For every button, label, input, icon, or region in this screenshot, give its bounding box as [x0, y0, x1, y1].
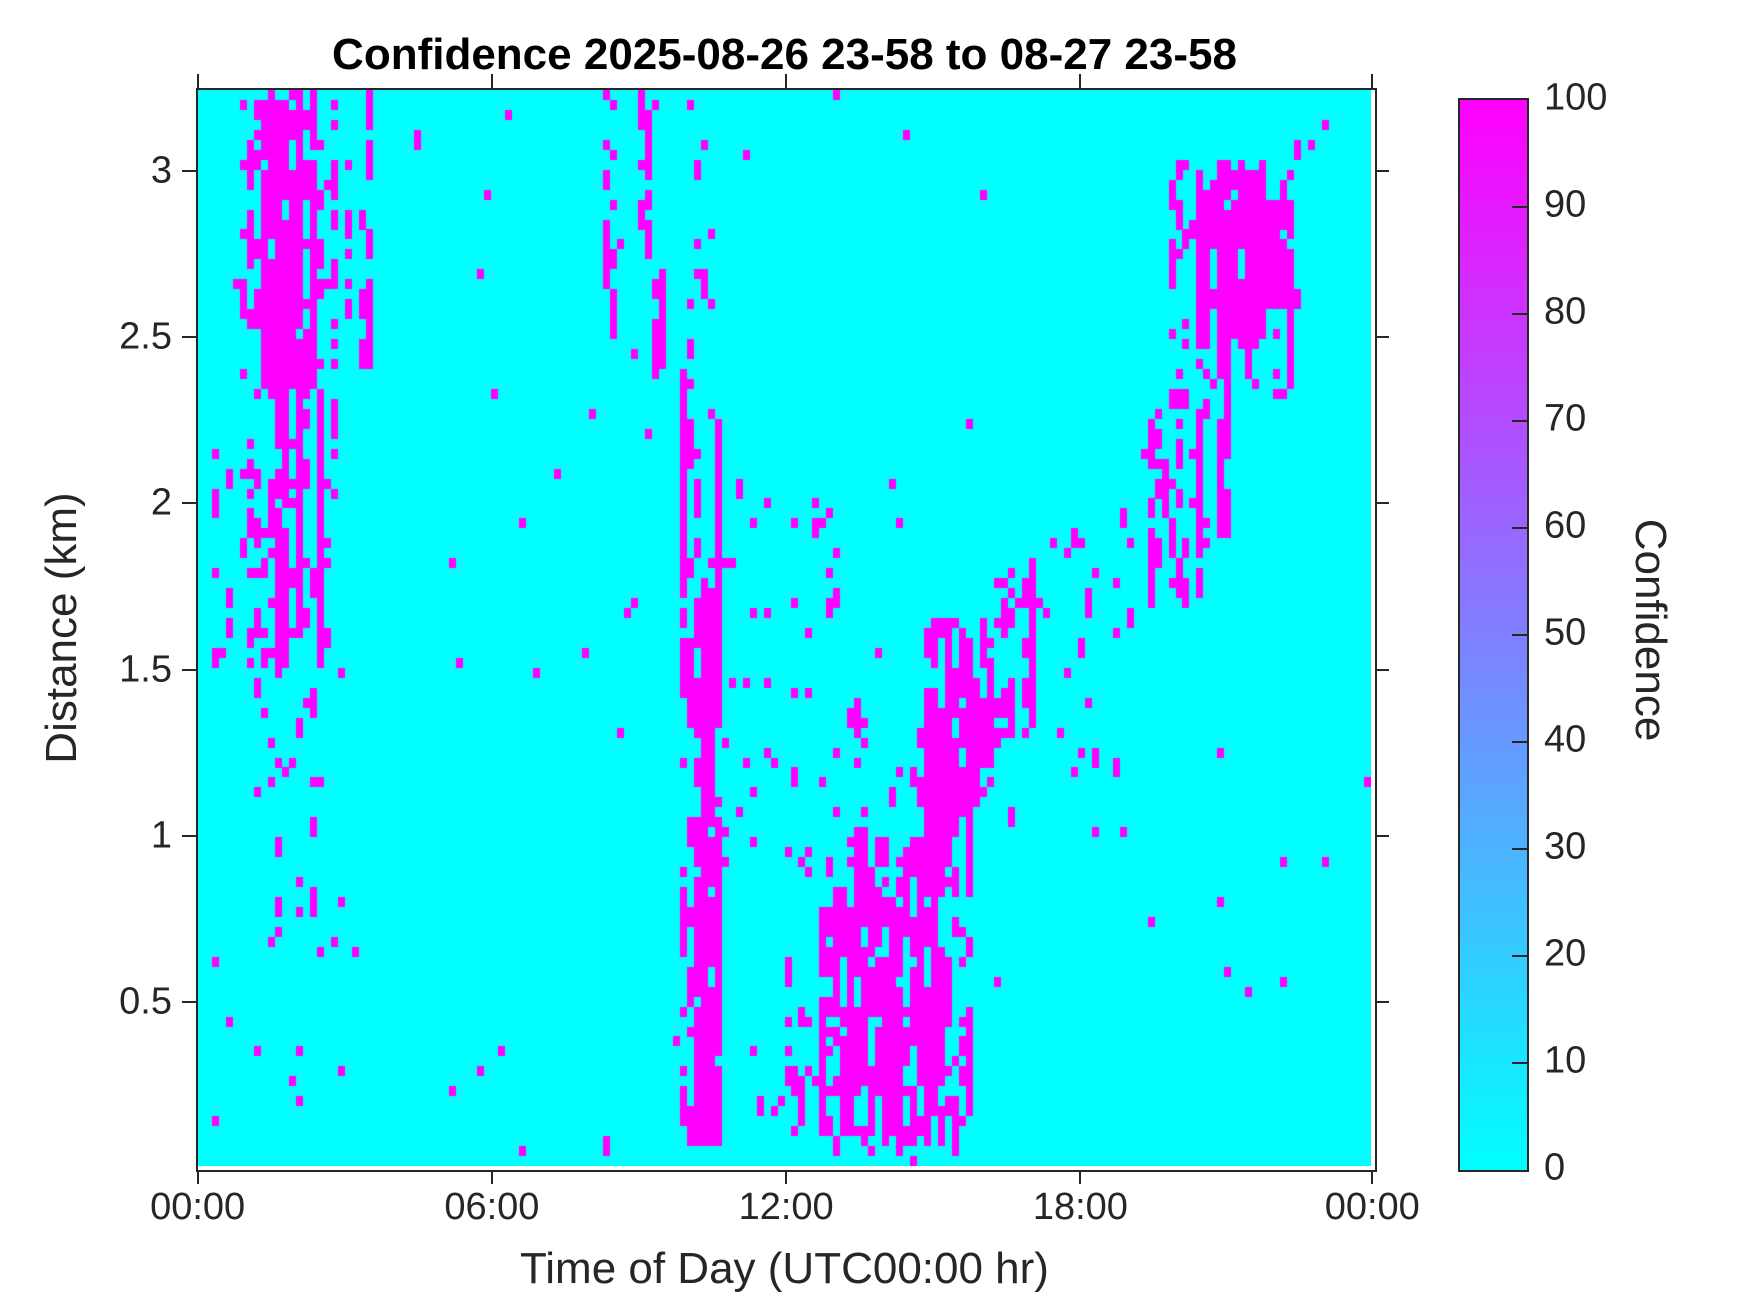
x-tick-mark	[490, 1170, 493, 1184]
colorbar-tick-mark	[1512, 313, 1527, 315]
colorbar	[1458, 98, 1529, 1172]
x-tick-mark-top	[196, 74, 199, 88]
x-tick-label: 18:00	[1032, 1186, 1128, 1228]
colorbar-tick-label: 60	[1544, 504, 1587, 547]
colorbar-tick-mark	[1512, 848, 1527, 850]
y-tick-mark	[182, 1000, 196, 1003]
colorbar-tick-mark	[1512, 206, 1527, 208]
y-tick-mark-right	[1375, 170, 1389, 173]
y-tick-label: 3	[150, 149, 172, 192]
colorbar-tick-mark	[1512, 741, 1527, 743]
y-tick-mark-right	[1375, 834, 1389, 837]
y-tick-label: 0.5	[119, 980, 172, 1023]
y-tick-label: 1	[150, 814, 172, 857]
colorbar-tick-label: 90	[1544, 183, 1587, 226]
y-tick-mark-right	[1375, 1000, 1389, 1003]
colorbar-tick-label: 50	[1544, 611, 1587, 654]
x-tick-label: 12:00	[738, 1186, 834, 1228]
y-tick-label: 2	[150, 481, 172, 524]
x-tick-mark-top	[1079, 74, 1082, 88]
y-axis-label: Distance (km)	[37, 492, 86, 764]
y-tick-mark	[182, 834, 196, 837]
y-tick-mark	[182, 336, 196, 339]
colorbar-tick-label: 80	[1544, 290, 1587, 333]
colorbar-title: Confidence	[1626, 518, 1675, 742]
colorbar-tick-label: 40	[1544, 718, 1587, 761]
y-tick-mark-right	[1375, 336, 1389, 339]
y-tick-mark	[182, 668, 196, 671]
colorbar-tick-label: 100	[1544, 76, 1608, 119]
colorbar-tick-label: 30	[1544, 825, 1587, 868]
colorbar-tick-mark	[1512, 527, 1527, 529]
colorbar-tick-mark	[1512, 420, 1527, 422]
colorbar-tick-label: 20	[1544, 932, 1587, 975]
y-tick-mark	[182, 502, 196, 505]
y-tick-mark-right	[1375, 668, 1389, 671]
x-tick-mark	[1079, 1170, 1082, 1184]
x-tick-label: 00:00	[150, 1186, 246, 1228]
colorbar-tick-mark	[1512, 1062, 1527, 1064]
x-axis-label: Time of Day (UTC00:00 hr)	[520, 1244, 1049, 1293]
colorbar-tick-label: 0	[1544, 1146, 1566, 1189]
x-tick-label: 06:00	[444, 1186, 540, 1228]
x-tick-mark-top	[490, 74, 493, 88]
chart-title: Confidence 2025-08-26 23-58 to 08-27 23-…	[332, 30, 1237, 79]
x-tick-label: 00:00	[1324, 1186, 1420, 1228]
colorbar-tick-label: 10	[1544, 1039, 1587, 1082]
x-tick-mark	[1371, 1170, 1374, 1184]
heatmap-canvas	[198, 90, 1371, 1166]
y-tick-mark-right	[1375, 502, 1389, 505]
y-tick-label: 2.5	[119, 315, 172, 358]
y-tick-label: 1.5	[119, 648, 172, 691]
plot-area	[196, 88, 1377, 1172]
colorbar-tick-label: 70	[1544, 397, 1587, 440]
x-tick-mark	[785, 1170, 788, 1184]
x-tick-mark-top	[785, 74, 788, 88]
y-tick-mark	[182, 170, 196, 173]
x-tick-mark-top	[1371, 74, 1374, 88]
colorbar-tick-mark	[1512, 634, 1527, 636]
x-tick-mark	[196, 1170, 199, 1184]
colorbar-tick-mark	[1512, 955, 1527, 957]
